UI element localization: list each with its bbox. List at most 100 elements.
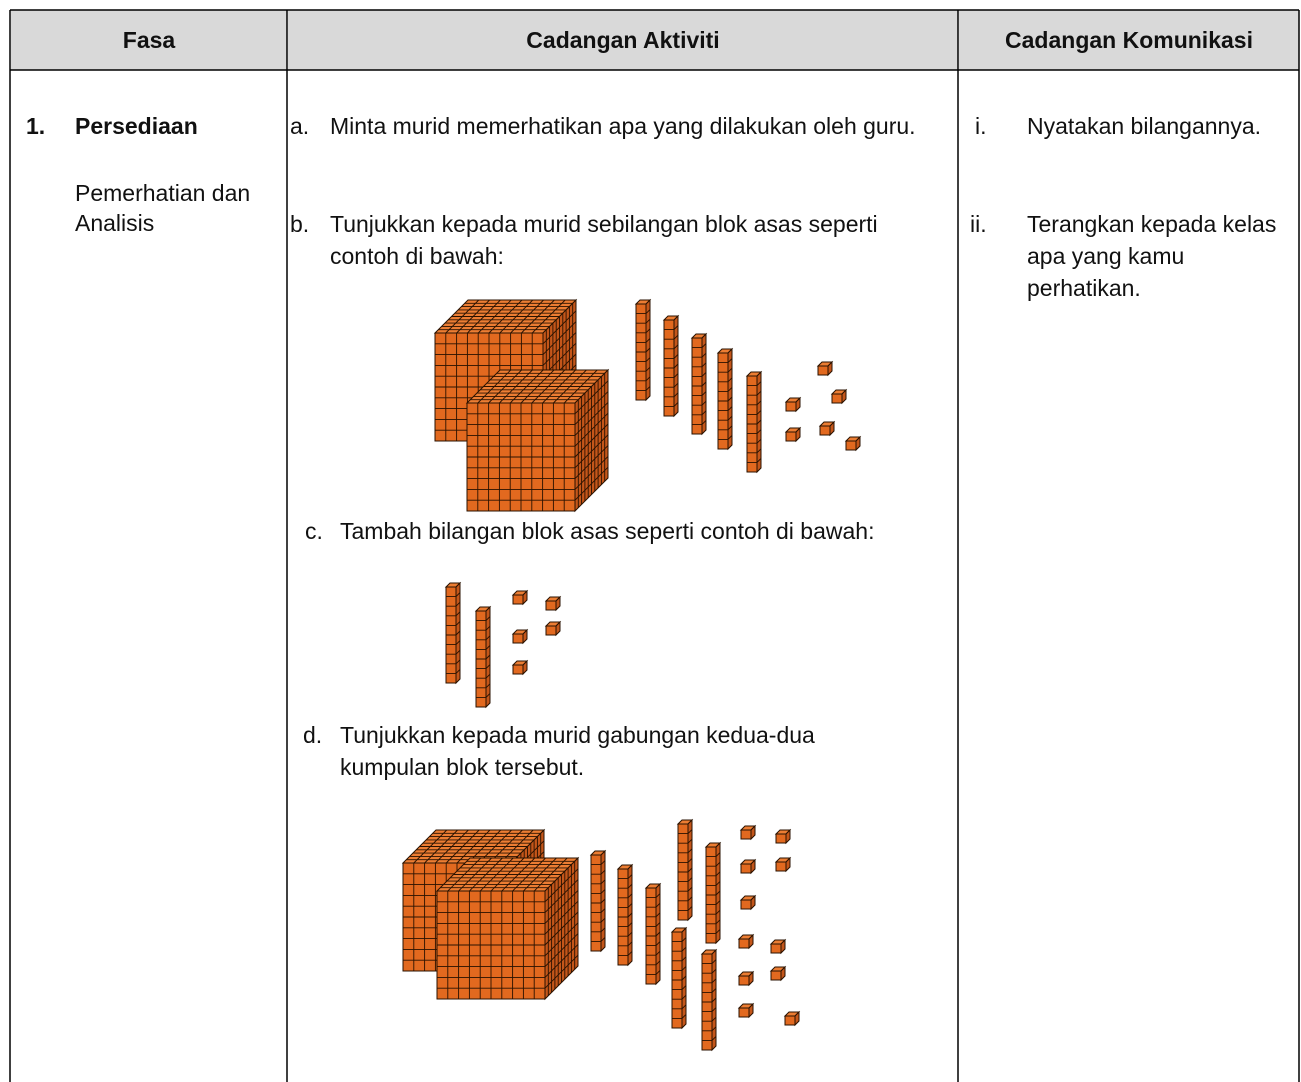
unit-cube bbox=[737, 1002, 755, 1019]
grid bbox=[645, 309, 651, 391]
face bbox=[785, 431, 797, 442]
face bbox=[770, 943, 782, 954]
grid bbox=[485, 616, 491, 698]
grid bbox=[470, 369, 605, 404]
header-cell: Fasa bbox=[11, 10, 287, 70]
face bbox=[738, 938, 750, 949]
grid bbox=[574, 373, 609, 508]
face bbox=[740, 863, 752, 874]
ten-rod bbox=[634, 298, 652, 402]
ten-rod bbox=[444, 581, 462, 685]
grid bbox=[664, 329, 674, 407]
face bbox=[775, 833, 787, 844]
table-lines bbox=[9, 9, 1300, 1082]
ten-rod bbox=[676, 818, 694, 922]
unit-cube bbox=[816, 360, 834, 377]
activity: d. Tunjukkan kepada murid gabungan kedua… bbox=[303, 719, 893, 783]
ten-rod bbox=[690, 332, 708, 436]
communication-text: Terangkan kepada kelas apa yang kamu per… bbox=[1027, 211, 1277, 301]
activity: a. Minta murid memerhatikan apa yang dil… bbox=[290, 110, 950, 142]
grid bbox=[673, 325, 679, 407]
face bbox=[817, 365, 829, 376]
phase-subtitle: Pemerhatian dan Analisis bbox=[75, 180, 251, 236]
communication: ii. Terangkan kepada kelas apa yang kamu… bbox=[970, 208, 1280, 304]
grid bbox=[718, 362, 728, 440]
grid bbox=[678, 833, 688, 911]
grid bbox=[476, 620, 486, 698]
marker: d. bbox=[303, 722, 323, 748]
phase-title: 1. Persediaan bbox=[26, 110, 198, 142]
unit-cube bbox=[844, 435, 862, 452]
grid bbox=[702, 963, 712, 1041]
unit-cube bbox=[784, 426, 802, 443]
unit-cube bbox=[769, 965, 787, 982]
face bbox=[512, 664, 524, 675]
unit-cube bbox=[739, 858, 757, 875]
face bbox=[738, 975, 750, 986]
activity: c. Tambah bilangan blok asas seperti con… bbox=[305, 515, 925, 547]
ten-rod bbox=[700, 948, 718, 1052]
marker: a. bbox=[290, 113, 310, 139]
ten-rod bbox=[616, 863, 634, 967]
unit-cube bbox=[739, 894, 757, 911]
unit-cube bbox=[783, 1010, 801, 1027]
communication: i. Nyatakan bilangannya. bbox=[975, 110, 1285, 142]
grid bbox=[591, 864, 601, 942]
grid bbox=[627, 874, 633, 956]
face bbox=[738, 1007, 750, 1018]
marker: i. bbox=[975, 113, 987, 139]
face bbox=[845, 440, 857, 451]
marker: ii. bbox=[970, 211, 987, 237]
grid bbox=[687, 829, 693, 911]
ten-rod bbox=[644, 882, 662, 986]
grid bbox=[727, 358, 733, 440]
ten-rod bbox=[662, 314, 680, 418]
face bbox=[784, 1015, 796, 1026]
marker: c. bbox=[305, 518, 323, 544]
ten-rod bbox=[474, 605, 492, 709]
face bbox=[740, 899, 752, 910]
ten-rod bbox=[745, 370, 763, 474]
face bbox=[775, 861, 787, 872]
thousand-block bbox=[465, 368, 610, 513]
grid bbox=[406, 829, 541, 864]
grid bbox=[455, 592, 461, 674]
grid bbox=[646, 897, 656, 975]
face bbox=[545, 625, 557, 636]
unit-cube bbox=[739, 824, 757, 841]
unit-cube bbox=[737, 970, 755, 987]
unit-cube bbox=[511, 659, 529, 676]
header-cell: Cadangan Komunikasi bbox=[959, 10, 1299, 70]
header-cell: Cadangan Aktiviti bbox=[288, 10, 958, 70]
grid bbox=[711, 959, 717, 1041]
face bbox=[819, 425, 831, 436]
grid bbox=[636, 313, 646, 391]
grid bbox=[672, 941, 682, 1019]
unit-cube bbox=[774, 856, 792, 873]
unit-cube bbox=[737, 933, 755, 950]
face bbox=[512, 633, 524, 644]
grid bbox=[655, 893, 661, 975]
unit-cube bbox=[511, 628, 529, 645]
unit-cube bbox=[830, 388, 848, 405]
unit-cube bbox=[769, 938, 787, 955]
ten-rod bbox=[589, 849, 607, 953]
grid bbox=[600, 860, 606, 942]
activity-text: Tunjukkan kepada murid gabungan kedua-du… bbox=[340, 722, 815, 780]
grid bbox=[706, 856, 716, 934]
face bbox=[770, 970, 782, 981]
marker: b. bbox=[290, 211, 310, 237]
unit-cube bbox=[544, 620, 562, 637]
face bbox=[785, 401, 797, 412]
grid bbox=[467, 403, 575, 511]
face bbox=[512, 594, 524, 605]
grid bbox=[747, 385, 757, 463]
ten-rod bbox=[670, 926, 688, 1030]
activity-text: Minta murid memerhatikan apa yang dilaku… bbox=[330, 113, 916, 139]
activity: b. Tunjukkan kepada murid sebilangan blo… bbox=[290, 208, 950, 272]
unit-cube bbox=[784, 396, 802, 413]
grid bbox=[715, 852, 721, 934]
grid bbox=[437, 891, 545, 999]
